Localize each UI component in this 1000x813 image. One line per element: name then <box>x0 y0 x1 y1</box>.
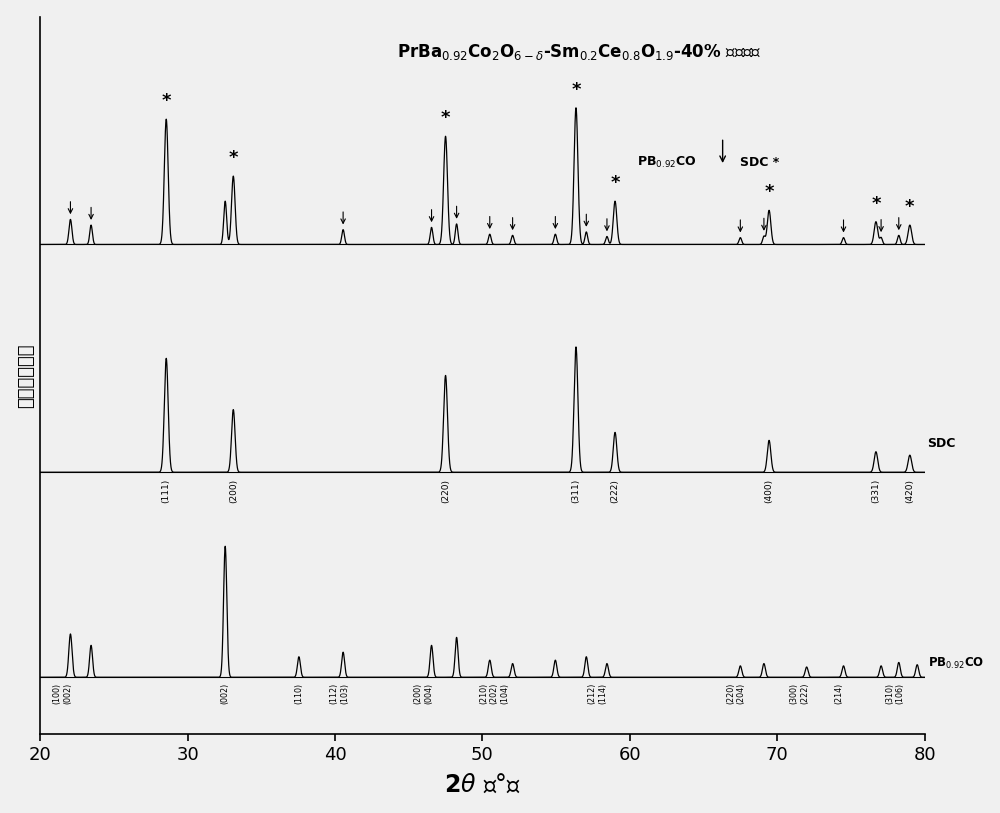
Text: (420): (420) <box>905 479 914 503</box>
Text: (002): (002) <box>221 683 230 704</box>
Y-axis label: 信号相对强度: 信号相对强度 <box>17 343 35 407</box>
Text: (212)
(114): (212) (114) <box>588 683 607 704</box>
Text: (222): (222) <box>611 479 620 503</box>
Text: SDC: SDC <box>928 437 956 450</box>
Text: (100)
(002): (100) (002) <box>53 683 72 704</box>
Text: *: * <box>764 183 774 201</box>
Text: *: * <box>871 194 881 212</box>
Text: (200)
(004): (200) (004) <box>414 683 433 704</box>
Text: (400): (400) <box>765 479 774 503</box>
X-axis label: 2$\theta$ （$\degree$）: 2$\theta$ （$\degree$） <box>444 772 521 796</box>
Text: (220): (220) <box>441 479 450 503</box>
Text: (112)
(103): (112) (103) <box>330 683 349 704</box>
Text: (110): (110) <box>294 683 303 704</box>
Text: (300)
(222): (300) (222) <box>790 683 809 704</box>
Text: PrBa$_{0.92}$Co$_2$O$_{6-\delta}$-Sm$_{0.2}$Ce$_{0.8}$O$_{1.9}$-40% 复合阴极: PrBa$_{0.92}$Co$_2$O$_{6-\delta}$-Sm$_{0… <box>397 41 762 62</box>
Text: PB$_{0.92}$CO: PB$_{0.92}$CO <box>928 656 984 671</box>
Text: (210)
(202)
(104): (210) (202) (104) <box>479 683 509 704</box>
Text: (311): (311) <box>571 479 580 503</box>
Text: *: * <box>161 92 171 110</box>
Text: (310)
(106): (310) (106) <box>885 683 905 704</box>
Text: *: * <box>441 109 450 127</box>
Text: (331): (331) <box>871 479 880 503</box>
Text: (111): (111) <box>162 479 171 503</box>
Text: (214): (214) <box>835 683 844 704</box>
Text: PB$_{0.92}$CO: PB$_{0.92}$CO <box>637 155 697 170</box>
Text: SDC *: SDC * <box>740 156 780 169</box>
Text: *: * <box>610 174 620 192</box>
Text: *: * <box>905 198 915 216</box>
Text: *: * <box>229 149 238 167</box>
Text: (220)
(204): (220) (204) <box>726 683 746 704</box>
Text: *: * <box>571 80 581 98</box>
Text: (200): (200) <box>229 479 238 503</box>
